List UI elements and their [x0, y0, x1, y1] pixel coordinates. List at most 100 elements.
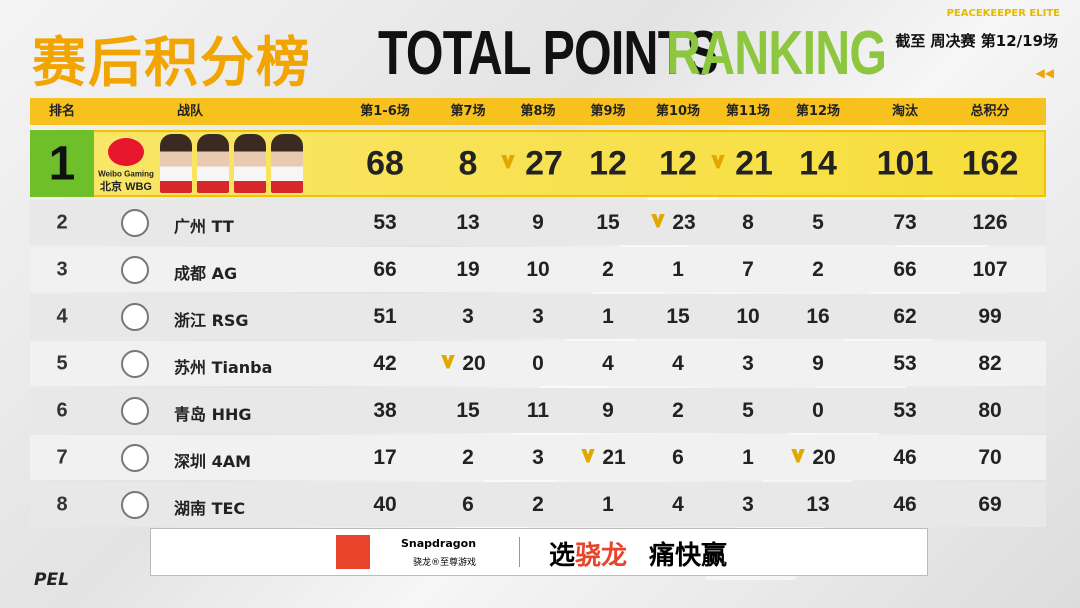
slogan: 选骁龙 痛快赢 [549, 535, 727, 572]
score: 2 [532, 492, 544, 516]
brand: PEACEKEEPER ELITE [946, 8, 1060, 19]
score: 3 [462, 304, 474, 328]
score: 0 [532, 351, 544, 375]
score: 69 [978, 492, 1002, 516]
score: 20 [812, 445, 836, 469]
score: 53 [893, 351, 917, 375]
score: 9 [532, 210, 544, 234]
score: 2 [672, 398, 684, 422]
score: 10 [526, 257, 550, 281]
league-logo: PEL [34, 570, 69, 590]
score: 8 [742, 210, 754, 234]
title-en-accent: RANKING [666, 19, 887, 88]
player-photo [197, 134, 229, 193]
team-name: 广州 TT [174, 216, 234, 236]
score: 107 [972, 257, 1008, 281]
score: 19 [456, 257, 480, 281]
rank: 5 [56, 352, 68, 374]
score: 15 [596, 210, 620, 234]
rank: 2 [56, 211, 68, 233]
score: 53 [373, 210, 397, 234]
table-row [30, 341, 1046, 386]
player-photo [234, 134, 266, 193]
table-row [30, 482, 1046, 527]
logo-text: Weibo Gaming [98, 169, 154, 179]
team-logo [121, 443, 149, 472]
score: 3 [532, 304, 544, 328]
table-row [30, 435, 1046, 480]
table-row [30, 388, 1046, 433]
score: 14 [799, 144, 837, 182]
score: 13 [806, 492, 830, 516]
score: 70 [978, 445, 1002, 469]
team-logo [108, 138, 144, 166]
column-header: 第7场 [450, 104, 486, 119]
score: 42 [373, 351, 397, 375]
score: 62 [893, 304, 917, 328]
team-name: 苏州 Tianba [174, 357, 273, 377]
rank: 3 [56, 258, 68, 280]
footer-banner: Snapdragon 骁龙®至尊游戏 选骁龙 痛快赢 [150, 528, 928, 576]
team-name: 湖南 TEC [174, 498, 246, 518]
score: 4 [672, 492, 684, 516]
team-logo [121, 396, 149, 425]
score: 4 [672, 351, 684, 375]
arrows: ◀◀ [1035, 66, 1054, 80]
divider [519, 537, 520, 567]
team-name: 青岛 HHG [174, 404, 252, 424]
score: 46 [893, 492, 917, 516]
score: 101 [876, 144, 934, 182]
score: 4 [602, 351, 614, 375]
score: 53 [893, 398, 917, 422]
score: 1 [742, 445, 754, 469]
score: 2 [812, 257, 824, 281]
score: 0 [812, 398, 824, 422]
score: 21 [735, 144, 773, 182]
score: 12 [659, 144, 697, 182]
score: 10 [736, 304, 760, 328]
sponsor-logo [336, 535, 370, 569]
column-header: 第12场 [795, 104, 841, 119]
score: 5 [812, 210, 824, 234]
score: 23 [672, 210, 696, 234]
column-header: 第11场 [725, 104, 771, 119]
score: 17 [373, 445, 397, 469]
title-cn: 赛后积分榜 [32, 31, 312, 94]
score: 9 [602, 398, 614, 422]
player-photo [271, 134, 303, 193]
column-header: 第1-6场 [360, 104, 410, 119]
table-row [30, 200, 1046, 245]
rank: 1 [48, 137, 76, 190]
team-logo [121, 490, 149, 519]
rank: 6 [56, 399, 68, 421]
score: 5 [742, 398, 754, 422]
team-name: 深圳 4AM [174, 451, 252, 471]
player-photo [160, 134, 192, 193]
rank: 4 [56, 305, 68, 327]
slogan-part: 选 [549, 541, 576, 571]
score: 73 [893, 210, 917, 234]
table-row [30, 247, 1046, 292]
progress: 截至 周决赛 第12/19场 [895, 32, 1058, 50]
score: 162 [961, 144, 1019, 182]
column-header: 第9场 [590, 104, 626, 119]
column-header: 战队 [176, 104, 204, 119]
score: 6 [462, 492, 474, 516]
column-header: 第8场 [520, 104, 556, 119]
score: 15 [456, 398, 480, 422]
rank: 7 [56, 446, 68, 468]
score: 2 [462, 445, 474, 469]
score: 3 [742, 351, 754, 375]
score: 13 [456, 210, 480, 234]
score: 15 [666, 304, 690, 328]
score: 46 [893, 445, 917, 469]
slogan-highlight: 骁龙 [575, 541, 628, 571]
score: 1 [602, 304, 614, 328]
score: 6 [672, 445, 684, 469]
sponsor: Snapdragon [401, 537, 477, 550]
score: 126 [972, 210, 1008, 234]
score: 11 [526, 398, 550, 422]
team-logo [121, 255, 149, 284]
score: 9 [812, 351, 824, 375]
score: 3 [532, 445, 544, 469]
